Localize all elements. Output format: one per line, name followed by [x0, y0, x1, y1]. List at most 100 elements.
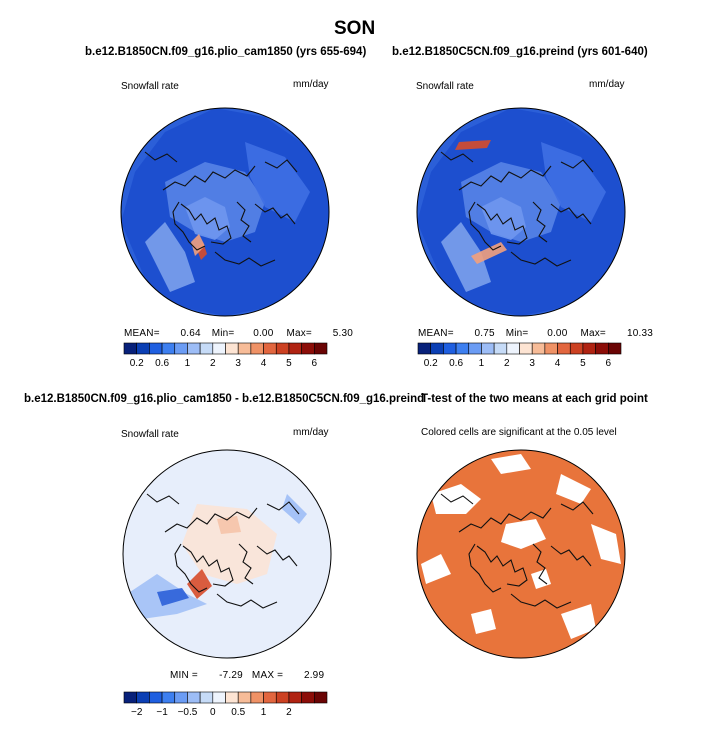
- colorbar-swatch: [430, 342, 444, 355]
- colorbar-swatch: [250, 691, 264, 704]
- colorbar-tick-label: 0: [210, 707, 216, 718]
- colorbar-top-right: 0.2 0.6 1 2 3 4 5 6: [417, 342, 622, 369]
- colorbar-swatch: [225, 691, 239, 704]
- colorbar-tick-label: 1: [261, 707, 267, 718]
- panel-title-top-right: b.e12.B1850C5CN.f09_g16.preind (yrs 601-…: [392, 46, 648, 58]
- coastline: [550, 203, 592, 225]
- colorbar-swatch: [237, 342, 252, 355]
- map-field: [145, 222, 195, 292]
- colorbar-tick-label: 1: [185, 358, 191, 369]
- colorbar-tick-label: 0.2: [424, 358, 438, 369]
- coastline: [254, 203, 296, 225]
- variable-label-bottom-left: Snowfall rate: [121, 429, 179, 440]
- coastline: [144, 151, 178, 163]
- colorbar-tick-label: 0.5: [231, 707, 245, 718]
- coastline: [476, 203, 528, 245]
- colorbar-tick-label: 6: [312, 358, 318, 369]
- map-outline: [416, 107, 626, 317]
- map-outline: [122, 449, 332, 659]
- colorbar-tick-label: 6: [606, 358, 612, 369]
- colorbar-swatch: [199, 691, 214, 704]
- stat-mean-label: MEAN=: [124, 328, 160, 339]
- stat-mean-value: 0.75: [474, 328, 495, 339]
- map-bottom-right: [416, 449, 626, 659]
- colorbar-tick-label: 4: [261, 358, 267, 369]
- colorbar-swatch: [212, 342, 226, 355]
- stat-mean-value: 0.64: [180, 328, 201, 339]
- colorbar-swatch: [455, 342, 470, 355]
- colorbar-tick-label: 0.2: [130, 358, 144, 369]
- colorbar-swatch: [212, 691, 226, 704]
- colorbar-tick-label: 0.6: [449, 358, 463, 369]
- units-label-bottom-left: mm/day: [293, 427, 329, 438]
- nonsignificant-region: [556, 474, 591, 504]
- panel-title-top-left: b.e12.B1850CN.f09_g16.plio_cam1850 (yrs …: [85, 46, 367, 58]
- colorbar-swatch: [187, 691, 201, 704]
- colorbar-tick-label: 1: [479, 358, 485, 369]
- coastline: [560, 501, 594, 515]
- coastline: [550, 545, 592, 567]
- colorbar-swatch: [506, 342, 520, 355]
- stat-max-label: Max=: [286, 328, 312, 339]
- colorbar-swatch: [123, 691, 137, 704]
- map-hotspot: [455, 140, 491, 150]
- stat-max-value: 5.30: [332, 328, 353, 339]
- stat-max-value: 2.99: [303, 670, 325, 681]
- map-field: [245, 142, 310, 222]
- colorbar-swatch: [149, 342, 163, 355]
- coastline: [266, 501, 300, 515]
- colorbar-tick-label: 2: [286, 707, 292, 718]
- colorbar-swatch: [136, 691, 150, 704]
- colorbar-tick-label: 4: [555, 358, 561, 369]
- coastline: [162, 165, 256, 191]
- colorbar-tick-label: 5: [580, 358, 586, 369]
- colorbar-swatch: [174, 691, 188, 704]
- coastline: [180, 203, 232, 245]
- nonsignificant-region: [501, 519, 546, 549]
- colorbar-swatch: [582, 342, 596, 355]
- panel-title-bottom-right: T-test of the two means at each grid poi…: [421, 393, 648, 405]
- nonsignificant-region: [421, 554, 451, 584]
- stat-min-value: -7.29: [219, 670, 243, 681]
- stats-top-right: MEAN= 0.75 Min= 0.00 Max= 10.33: [418, 328, 653, 339]
- coastline: [458, 507, 552, 533]
- coastline: [214, 251, 276, 267]
- nonsignificant-region: [491, 454, 531, 474]
- map-field: [157, 588, 189, 606]
- coastline: [510, 251, 572, 267]
- nonsignificant-region: [561, 604, 596, 639]
- stat-min-value: 0.00: [253, 328, 274, 339]
- colorbar-swatch: [250, 342, 264, 355]
- colorbar-swatch: [263, 691, 277, 704]
- colorbar-swatch: [569, 342, 584, 355]
- colorbar-swatch: [608, 342, 622, 355]
- colorbar-swatch: [531, 342, 546, 355]
- colorbar-tick-label: 3: [529, 358, 535, 369]
- colorbar-swatch: [161, 342, 176, 355]
- colorbar-swatch: [288, 691, 302, 704]
- coastline: [164, 507, 258, 533]
- colorbar-swatch: [493, 342, 508, 355]
- stats-top-left: MEAN= 0.64 Min= 0.00 Max= 5.30: [124, 328, 353, 339]
- colorbar-tick-label: 2: [210, 358, 216, 369]
- coastline: [468, 201, 502, 251]
- colorbar-swatch: [187, 342, 201, 355]
- units-label-top-right: mm/day: [589, 79, 625, 90]
- colorbar-swatch: [314, 691, 328, 704]
- map-bottom-left: [122, 449, 332, 659]
- map-hotspot: [191, 234, 205, 256]
- colorbar-swatch: [481, 342, 495, 355]
- colorbar-swatch: [275, 691, 290, 704]
- map-field: [182, 504, 277, 584]
- coastline: [236, 201, 252, 243]
- map-field: [541, 142, 606, 222]
- stat-min-label: MIN =: [170, 670, 198, 681]
- coastline: [256, 545, 298, 567]
- coastline: [264, 159, 298, 173]
- stat-max-label: Max=: [580, 328, 606, 339]
- colorbar-tick-label: 5: [286, 358, 292, 369]
- colorbar-top-left: 0.2 0.6 1 2 3 4 5 6: [123, 342, 328, 369]
- coastline: [182, 545, 234, 587]
- coastline: [510, 593, 572, 609]
